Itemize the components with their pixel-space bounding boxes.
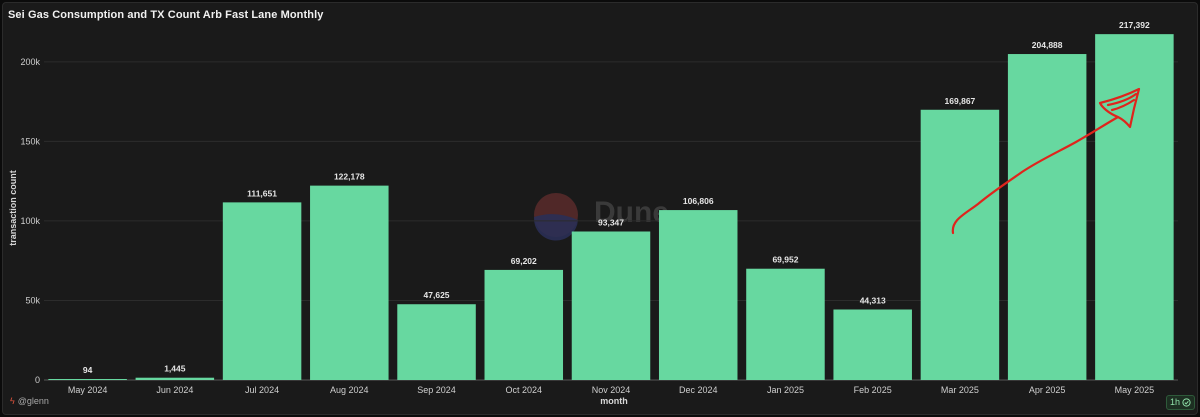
bar-value-label: 204,888 <box>1032 40 1063 50</box>
bar[interactable] <box>222 202 302 380</box>
x-tick-label: Feb 2025 <box>854 385 892 395</box>
bar[interactable] <box>1007 54 1087 381</box>
bar[interactable] <box>310 185 389 380</box>
bar[interactable] <box>571 231 651 380</box>
bar-value-label: 47,625 <box>424 290 450 300</box>
author-credit[interactable]: ϟ @glenn <box>10 396 49 406</box>
x-tick-label: Oct 2024 <box>506 385 543 395</box>
x-tick-label: May 2025 <box>1115 385 1155 395</box>
y-tick-label: 50k <box>25 295 40 305</box>
bar-value-label: 106,806 <box>683 196 714 206</box>
bar-value-label: 122,178 <box>334 172 365 182</box>
red-arrow-annotation <box>951 87 1141 235</box>
refresh-interval: 1h <box>1170 397 1181 407</box>
bar[interactable] <box>833 309 912 380</box>
x-tick-label: May 2024 <box>68 385 108 395</box>
bar[interactable] <box>746 268 825 380</box>
bar-value-label: 93,347 <box>598 217 624 227</box>
y-tick-label: 0 <box>35 375 40 385</box>
x-tick-label: Jun 2024 <box>156 385 193 395</box>
bar-value-label: 169,867 <box>945 96 976 106</box>
value-labels: 94 1,445 111,651 122,178 47,625 69,202 93,347 1… <box>83 20 1150 375</box>
x-tick-label: Mar 2025 <box>941 385 979 395</box>
bar-value-label: 69,952 <box>772 255 798 265</box>
chart-title: Sei Gas Consumption and TX Count Arb Fas… <box>8 9 324 21</box>
author-name: @glenn <box>17 396 49 406</box>
y-tick-label: 150k <box>20 136 40 146</box>
y-tick-label: 200k <box>20 57 40 67</box>
bar[interactable] <box>1095 34 1174 381</box>
bar-value-label: 217,392 <box>1119 20 1150 30</box>
bar[interactable] <box>920 109 1000 380</box>
bar-value-label: 111,651 <box>247 188 277 198</box>
bar[interactable] <box>484 269 564 380</box>
bar[interactable] <box>135 377 215 380</box>
x-tick-label: Nov 2024 <box>592 385 631 395</box>
y-tick-label: 100k <box>20 216 40 226</box>
y-axis: 0 50k 100k 150k 200k <box>20 57 40 385</box>
bar-value-label: 94 <box>83 365 93 375</box>
x-tick-label: Jan 2025 <box>767 385 804 395</box>
x-tick-label: Aug 2024 <box>330 385 369 395</box>
bar[interactable] <box>658 210 738 380</box>
y-axis-label: transaction count <box>8 170 18 246</box>
x-axis-label: month <box>600 396 628 406</box>
x-axis: May 2024 Jun 2024 Jul 2024 Aug 2024 Sep 2024… <box>68 385 1154 395</box>
x-tick-label: Jul 2024 <box>245 385 279 395</box>
bar-value-label: 1,445 <box>164 364 186 374</box>
x-tick-label: Apr 2025 <box>1029 385 1066 395</box>
bars <box>48 34 1174 381</box>
dune-logo-icon: ϟ <box>10 396 15 406</box>
bar[interactable] <box>397 304 476 380</box>
bar-value-label: 69,202 <box>511 256 537 266</box>
check-circle-icon <box>1182 398 1191 407</box>
x-tick-label: Sep 2024 <box>417 385 456 395</box>
bar[interactable] <box>48 379 127 380</box>
refresh-badge[interactable]: 1h <box>1166 395 1196 410</box>
bar-value-label: 44,313 <box>860 296 886 306</box>
x-tick-label: Dec 2024 <box>679 385 718 395</box>
dune-watermark-text: Dune <box>594 196 669 229</box>
